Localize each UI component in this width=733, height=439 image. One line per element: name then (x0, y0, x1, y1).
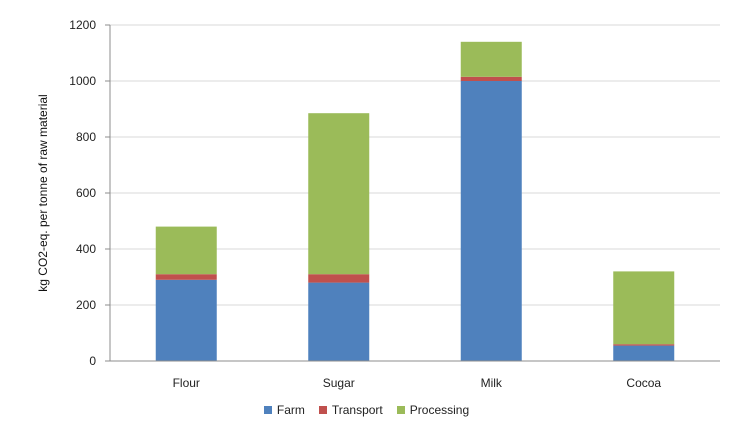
x-tick-label: Sugar (323, 376, 355, 390)
bar-milk-farm (460, 81, 522, 361)
bar-sugar-processing (308, 113, 370, 275)
bar-sugar-transport (308, 274, 370, 283)
legend-swatch (396, 406, 405, 414)
bar-flour-transport (155, 274, 217, 280)
bar-flour-processing (155, 226, 217, 275)
bar-milk-processing (460, 41, 522, 77)
legend-label: Processing (409, 403, 470, 417)
bars (155, 41, 675, 361)
legend: Farm Transport Processing (0, 403, 733, 417)
y-tick-label: 1000 (69, 74, 96, 88)
bar-flour-farm (155, 279, 217, 361)
legend-swatch (318, 406, 327, 414)
legend-item-transport: Transport (318, 403, 383, 417)
bar-cocoa-transport (613, 344, 675, 346)
y-tick-label: 0 (89, 354, 96, 368)
legend-label: Farm (276, 403, 305, 417)
x-tick-label: Cocoa (626, 376, 661, 390)
axes: 0 200 400 600 800 1000 1200 Flour Sugar Milk Cocoa (69, 18, 720, 390)
bar-cocoa-processing (613, 271, 675, 345)
x-tick-label: Milk (481, 376, 503, 390)
y-tick-label: 200 (76, 298, 96, 312)
x-tick-label: Flour (173, 376, 200, 390)
legend-item-processing: Processing (396, 403, 470, 417)
legend-label: Transport (331, 403, 383, 417)
y-tick-label: 400 (76, 242, 96, 256)
y-axis-label: kg CO2-eq. per tonne of raw material (36, 94, 50, 291)
y-tick-label: 600 (76, 186, 96, 200)
bar-cocoa-farm (613, 345, 675, 361)
legend-swatch (263, 406, 272, 414)
y-tick-label: 1200 (69, 18, 96, 32)
bar-sugar-farm (308, 282, 370, 361)
y-tick-label: 800 (76, 130, 96, 144)
legend-item-farm: Farm (263, 403, 305, 417)
bar-milk-transport (460, 76, 522, 81)
